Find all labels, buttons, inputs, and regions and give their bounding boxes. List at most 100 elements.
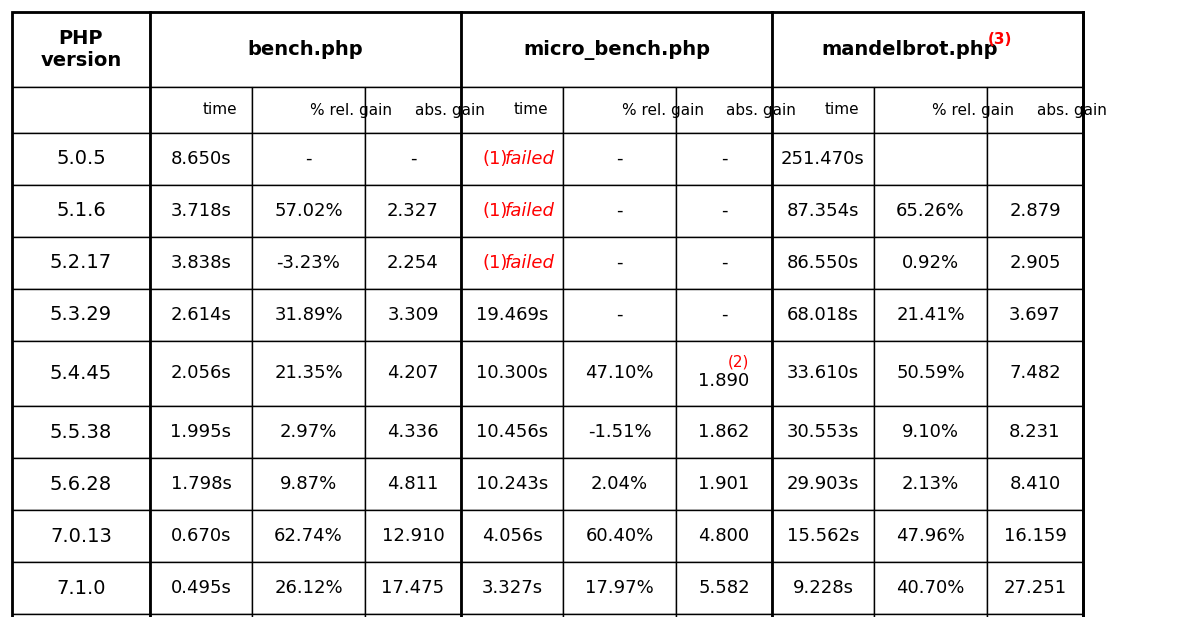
- Text: 0.92%: 0.92%: [901, 254, 959, 272]
- Text: 60.40%: 60.40%: [585, 527, 654, 545]
- Text: 31.89%: 31.89%: [274, 306, 342, 324]
- Text: 9.228s: 9.228s: [792, 579, 853, 597]
- Text: 5.5.38: 5.5.38: [50, 423, 113, 442]
- Text: 2.04%: 2.04%: [591, 475, 648, 493]
- Bar: [253, 406, 365, 458]
- Bar: [563, 289, 676, 341]
- Text: 2.056s: 2.056s: [171, 365, 231, 383]
- Bar: [253, 289, 365, 341]
- Bar: [988, 458, 1083, 510]
- Text: 8.410: 8.410: [1009, 475, 1061, 493]
- Text: 5.4.45: 5.4.45: [50, 364, 113, 383]
- Bar: [150, 237, 253, 289]
- Bar: [461, 341, 563, 406]
- Bar: [874, 614, 988, 617]
- Bar: [461, 562, 563, 614]
- Bar: [988, 237, 1083, 289]
- Bar: [988, 289, 1083, 341]
- Bar: [150, 406, 253, 458]
- Text: micro_bench.php: micro_bench.php: [523, 39, 710, 59]
- Text: 4.336: 4.336: [387, 423, 439, 441]
- Text: 3.838s: 3.838s: [170, 254, 231, 272]
- Bar: [563, 237, 676, 289]
- Bar: [461, 406, 563, 458]
- Text: time: time: [203, 102, 238, 117]
- Text: -1.51%: -1.51%: [588, 423, 651, 441]
- Bar: [12, 133, 150, 185]
- Text: abs. gain: abs. gain: [1037, 102, 1107, 117]
- Text: % rel. gain: % rel. gain: [310, 102, 393, 117]
- Bar: [772, 289, 874, 341]
- Text: failed: failed: [505, 254, 554, 272]
- Bar: [12, 510, 150, 562]
- Bar: [253, 133, 365, 185]
- Text: 19.469s: 19.469s: [476, 306, 548, 324]
- Text: 251.470s: 251.470s: [782, 150, 865, 168]
- Bar: [563, 133, 676, 185]
- Bar: [988, 614, 1083, 617]
- Bar: [563, 406, 676, 458]
- Bar: [150, 562, 253, 614]
- Bar: [772, 341, 874, 406]
- Text: 10.300s: 10.300s: [476, 365, 548, 383]
- Text: 57.02%: 57.02%: [274, 202, 342, 220]
- Text: failed: failed: [505, 150, 554, 168]
- Bar: [563, 614, 676, 617]
- Text: 5.3.29: 5.3.29: [50, 305, 113, 325]
- Text: 21.41%: 21.41%: [897, 306, 965, 324]
- Text: 3.718s: 3.718s: [170, 202, 231, 220]
- Bar: [150, 289, 253, 341]
- Bar: [676, 237, 772, 289]
- Bar: [365, 185, 461, 237]
- Bar: [772, 133, 874, 185]
- Text: 16.159: 16.159: [1003, 527, 1067, 545]
- Bar: [12, 406, 150, 458]
- Bar: [874, 237, 988, 289]
- Text: -3.23%: -3.23%: [277, 254, 340, 272]
- Bar: [461, 289, 563, 341]
- Bar: [874, 562, 988, 614]
- Bar: [253, 562, 365, 614]
- Text: 2.879: 2.879: [1009, 202, 1061, 220]
- Text: 12.910: 12.910: [382, 527, 444, 545]
- Text: time: time: [514, 102, 548, 117]
- Bar: [874, 341, 988, 406]
- Bar: [365, 406, 461, 458]
- Text: 5.0.5: 5.0.5: [56, 149, 105, 168]
- Bar: [150, 185, 253, 237]
- Text: 3.309: 3.309: [388, 306, 439, 324]
- Bar: [253, 614, 365, 617]
- Bar: [874, 406, 988, 458]
- Bar: [365, 562, 461, 614]
- Text: 1.890: 1.890: [698, 372, 749, 390]
- Bar: [461, 12, 772, 87]
- Text: 9.87%: 9.87%: [280, 475, 338, 493]
- Text: 29.903s: 29.903s: [786, 475, 859, 493]
- Bar: [563, 510, 676, 562]
- Text: 5.2.17: 5.2.17: [50, 254, 113, 273]
- Bar: [563, 185, 676, 237]
- Bar: [12, 341, 150, 406]
- Bar: [150, 12, 461, 87]
- Text: (1): (1): [482, 150, 508, 168]
- Text: 33.610s: 33.610s: [786, 365, 859, 383]
- Text: 10.243s: 10.243s: [476, 475, 548, 493]
- Text: PHP
version: PHP version: [41, 29, 122, 70]
- Bar: [461, 614, 563, 617]
- Text: -: -: [721, 254, 728, 272]
- Bar: [12, 237, 150, 289]
- Text: 2.614s: 2.614s: [170, 306, 231, 324]
- Bar: [676, 341, 772, 406]
- Text: 68.018s: 68.018s: [788, 306, 859, 324]
- Text: 2.254: 2.254: [387, 254, 439, 272]
- Bar: [12, 87, 150, 133]
- Text: 2.13%: 2.13%: [901, 475, 959, 493]
- Bar: [988, 87, 1083, 133]
- Bar: [988, 185, 1083, 237]
- Text: -: -: [305, 150, 311, 168]
- Text: 62.74%: 62.74%: [274, 527, 342, 545]
- Bar: [874, 289, 988, 341]
- Text: 4.207: 4.207: [388, 365, 439, 383]
- Text: 1.862: 1.862: [698, 423, 749, 441]
- Bar: [12, 12, 1083, 617]
